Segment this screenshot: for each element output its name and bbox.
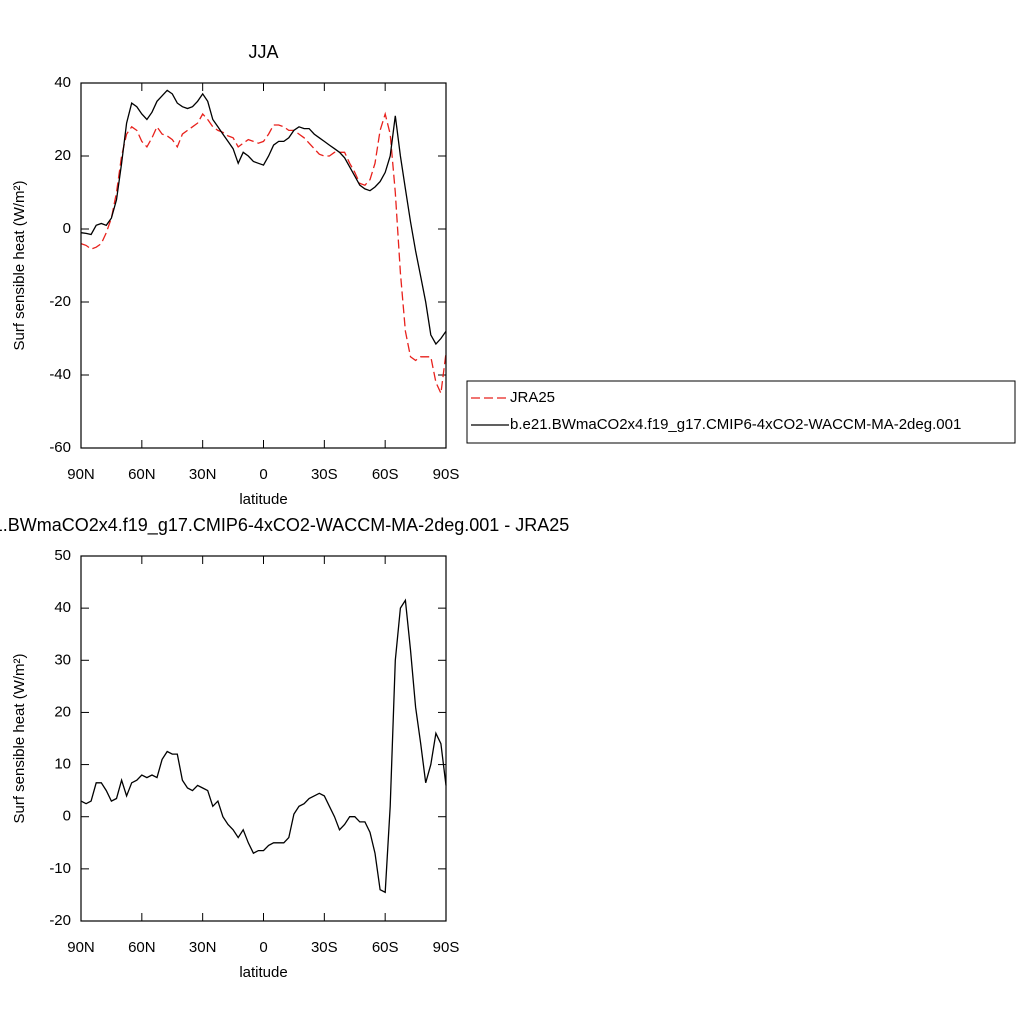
x-tick-label: 30N (189, 466, 217, 483)
x-tick-label: 60N (128, 939, 156, 956)
x-tick-label: 90N (67, 466, 95, 483)
x-tick-label: 60S (372, 939, 399, 956)
plot-frame (80, 555, 447, 922)
legend-label: JRA25 (510, 389, 555, 406)
x-tick-label: 60N (128, 466, 156, 483)
chart-title: b.e21.BWmaCO2x4.f19_g17.CMIP6-4xCO2-WACC… (0, 515, 569, 536)
data-line (80, 89, 447, 346)
x-tick-label: 0 (259, 466, 267, 483)
y-axis-label: Surf sensible heat (W/m²) (11, 653, 28, 823)
x-axis-label: latitude (239, 491, 287, 508)
y-tick-label: 0 (63, 220, 71, 237)
y-tick-label: 10 (54, 756, 71, 773)
x-tick-label: 30S (311, 939, 338, 956)
y-tick-label: 0 (63, 808, 71, 825)
y-tick-label: -20 (49, 293, 71, 310)
y-axis-label: Surf sensible heat (W/m²) (11, 180, 28, 350)
y-tick-label: -60 (49, 439, 71, 456)
x-tick-label: 0 (259, 939, 267, 956)
x-tick-label: 90N (67, 939, 95, 956)
plot-frame (80, 82, 447, 449)
x-tick-label: 30N (189, 939, 217, 956)
y-tick-label: -20 (49, 912, 71, 929)
y-tick-label: 40 (54, 599, 71, 616)
y-tick-label: -40 (49, 366, 71, 383)
x-axis-label: latitude (239, 964, 287, 981)
x-tick-label: 90S (433, 939, 460, 956)
y-tick-label: 20 (54, 703, 71, 720)
data-line (80, 111, 447, 396)
legend-label: b.e21.BWmaCO2x4.f19_g17.CMIP6-4xCO2-WACC… (510, 416, 961, 433)
y-tick-label: 20 (54, 147, 71, 164)
y-tick-label: 40 (54, 74, 71, 91)
y-tick-label: 50 (54, 547, 71, 564)
x-tick-label: 30S (311, 466, 338, 483)
legend-box (466, 380, 1016, 444)
y-tick-label: -10 (49, 860, 71, 877)
y-tick-label: 30 (54, 651, 71, 668)
x-tick-label: 90S (433, 466, 460, 483)
chart-title: JJA (248, 42, 278, 62)
data-line (80, 598, 447, 894)
x-tick-label: 60S (372, 466, 399, 483)
